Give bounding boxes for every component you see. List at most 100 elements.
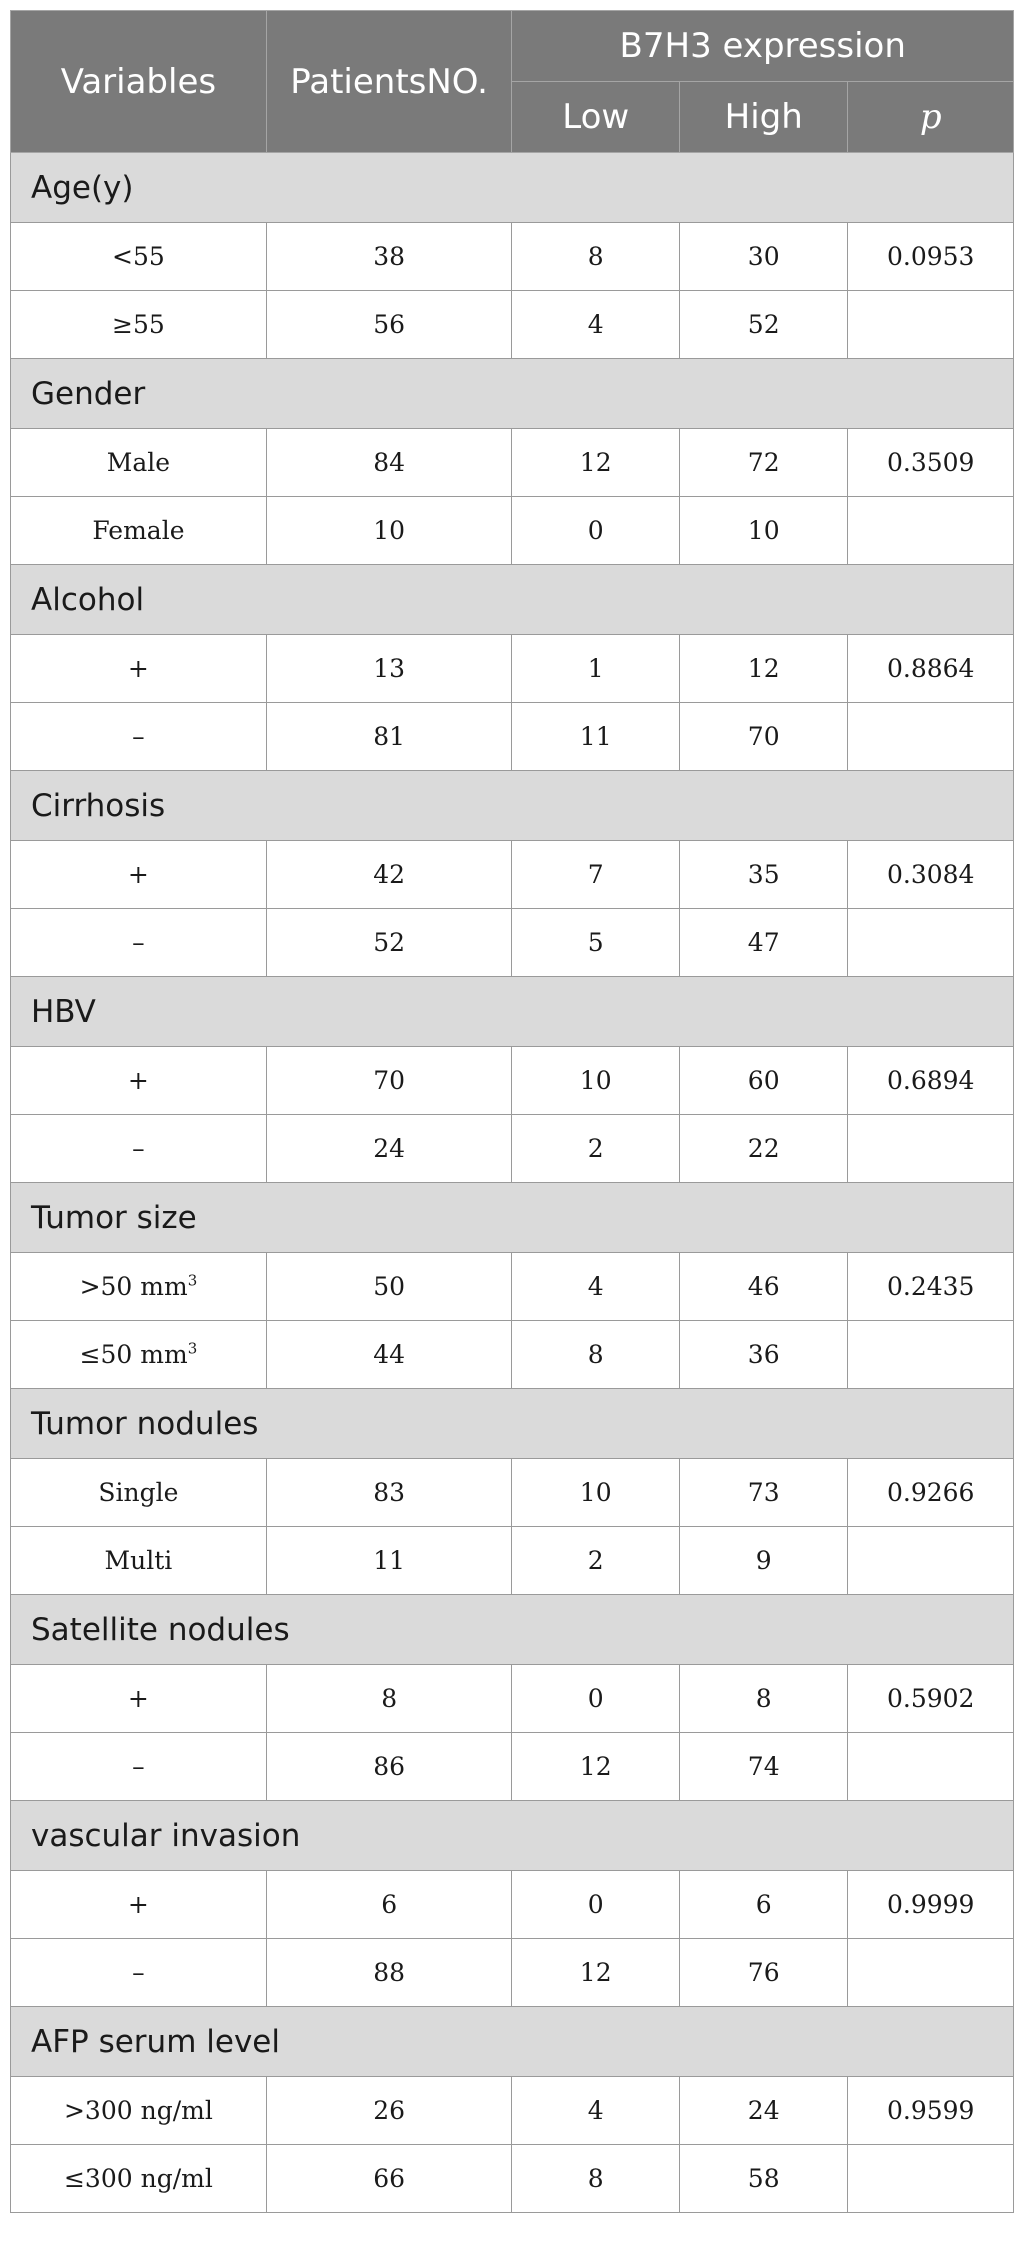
cell-high: 9 [678, 1526, 849, 1595]
cell-high: 36 [678, 1320, 849, 1389]
cell-high: 58 [678, 2144, 849, 2213]
cell-p-value [847, 1732, 1014, 1801]
cell-patients: 24 [265, 1114, 513, 1183]
table-row: – 86 12 74 [10, 1732, 1014, 1801]
category-label: – [132, 1134, 145, 1163]
cell-category: >300 ng/ml [10, 2076, 267, 2145]
b7h3-clinical-table: Variables PatientsNO. B7H3 expression Lo… [10, 10, 1014, 2213]
cell-low: 10 [511, 1046, 680, 1115]
cell-p-value [847, 2144, 1014, 2213]
category-label: + [127, 860, 149, 889]
cell-patients: 13 [265, 634, 513, 703]
cell-category: – [10, 908, 267, 977]
cell-low: 4 [511, 2076, 680, 2145]
category-label: >50 mm [79, 1272, 188, 1301]
cell-p-value: 0.9599 [847, 2076, 1014, 2145]
cell-high: 47 [678, 908, 849, 977]
group-label: Age(y) [10, 152, 1014, 223]
cell-high: 46 [678, 1252, 849, 1321]
table-row: +13 1 12 0.8864 [10, 634, 1014, 703]
cell-patients: 10 [265, 496, 513, 565]
header-high: High [678, 81, 849, 153]
cell-category: + [10, 1664, 267, 1733]
group-label: Gender [10, 358, 1014, 429]
table-row: <55 38 8 30 0.0953 [10, 222, 1014, 291]
group-label: HBV [10, 976, 1014, 1047]
cell-high: 73 [678, 1458, 849, 1527]
cell-high: 52 [678, 290, 849, 359]
cell-patients: 84 [265, 428, 513, 497]
header-patients-no: PatientsNO. [265, 10, 513, 153]
cell-patients: 52 [265, 908, 513, 977]
header-p-value: p [847, 81, 1014, 153]
table-row: – 52 5 47 [10, 908, 1014, 977]
group-row: Gender [10, 358, 1014, 429]
cell-p-value [847, 1320, 1014, 1389]
table-row: +8 0 8 0.5902 [10, 1664, 1014, 1733]
category-label: ≤300 ng/ml [63, 2164, 213, 2193]
category-label: <55 [112, 242, 165, 271]
cell-category: ≥55 [10, 290, 267, 359]
cell-category: Multi [10, 1526, 267, 1595]
cell-p-value: 0.6894 [847, 1046, 1014, 1115]
cell-category: + [10, 1870, 267, 1939]
cell-high: 12 [678, 634, 849, 703]
group-row: Tumor nodules [10, 1388, 1014, 1459]
table-container: Variables PatientsNO. B7H3 expression Lo… [10, 10, 1014, 2213]
category-label: Multi [104, 1546, 173, 1575]
header-b7h3-expression: B7H3 expression [511, 10, 1014, 82]
cell-low: 0 [511, 496, 680, 565]
cell-high: 70 [678, 702, 849, 771]
category-label: Male [106, 448, 171, 477]
table-row: +70 10 60 0.6894 [10, 1046, 1014, 1115]
cell-category: – [10, 1114, 267, 1183]
cell-low: 0 [511, 1664, 680, 1733]
cell-p-value [847, 1938, 1014, 2007]
category-label: Single [98, 1478, 179, 1507]
table-row: ≥55 56 4 52 [10, 290, 1014, 359]
category-label: – [132, 928, 145, 957]
table-row: – 88 12 76 [10, 1938, 1014, 2007]
cell-p-value: 0.9999 [847, 1870, 1014, 1939]
cell-category: ≤50 mm3 [10, 1320, 267, 1389]
cell-low: 4 [511, 290, 680, 359]
cell-low: 8 [511, 2144, 680, 2213]
group-row: Cirrhosis [10, 770, 1014, 841]
cell-category: Female [10, 496, 267, 565]
cell-p-value [847, 1526, 1014, 1595]
group-label: Cirrhosis [10, 770, 1014, 841]
category-label: >300 ng/ml [63, 2096, 213, 2125]
cell-patients: 50 [265, 1252, 513, 1321]
cell-high: 24 [678, 2076, 849, 2145]
cell-patients: 42 [265, 840, 513, 909]
cell-low: 1 [511, 634, 680, 703]
table-row: >50 mm3 50 4 46 0.2435 [10, 1252, 1014, 1321]
cell-low: 8 [511, 222, 680, 291]
cell-low: 5 [511, 908, 680, 977]
cell-patients: 66 [265, 2144, 513, 2213]
cell-p-value: 0.3084 [847, 840, 1014, 909]
category-label: – [132, 1752, 145, 1781]
unit-exponent: 3 [187, 1271, 198, 1290]
cell-patients: 86 [265, 1732, 513, 1801]
cell-p-value: 0.2435 [847, 1252, 1014, 1321]
cell-high: 8 [678, 1664, 849, 1733]
table-row: ≤300 ng/ml 66 8 58 [10, 2144, 1014, 2213]
cell-category: – [10, 1938, 267, 2007]
cell-p-value [847, 496, 1014, 565]
cell-category: Single [10, 1458, 267, 1527]
cell-category: >50 mm3 [10, 1252, 267, 1321]
category-label: ≤50 mm [79, 1340, 188, 1369]
cell-category: – [10, 1732, 267, 1801]
category-label: ≥55 [112, 310, 165, 339]
cell-category: <55 [10, 222, 267, 291]
cell-low: 0 [511, 1870, 680, 1939]
table-row: Female 10 0 10 [10, 496, 1014, 565]
cell-patients: 8 [265, 1664, 513, 1733]
cell-high: 35 [678, 840, 849, 909]
cell-high: 6 [678, 1870, 849, 1939]
group-row: Alcohol [10, 564, 1014, 635]
group-row: HBV [10, 976, 1014, 1047]
cell-low: 4 [511, 1252, 680, 1321]
group-label: Tumor size [10, 1182, 1014, 1253]
